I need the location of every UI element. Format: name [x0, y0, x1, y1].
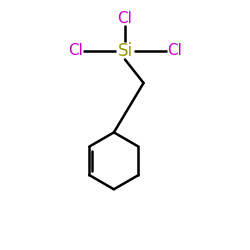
Text: Cl: Cl — [118, 11, 132, 26]
Text: Cl: Cl — [68, 43, 83, 58]
Text: Si: Si — [118, 42, 132, 60]
Text: Cl: Cl — [167, 43, 182, 58]
